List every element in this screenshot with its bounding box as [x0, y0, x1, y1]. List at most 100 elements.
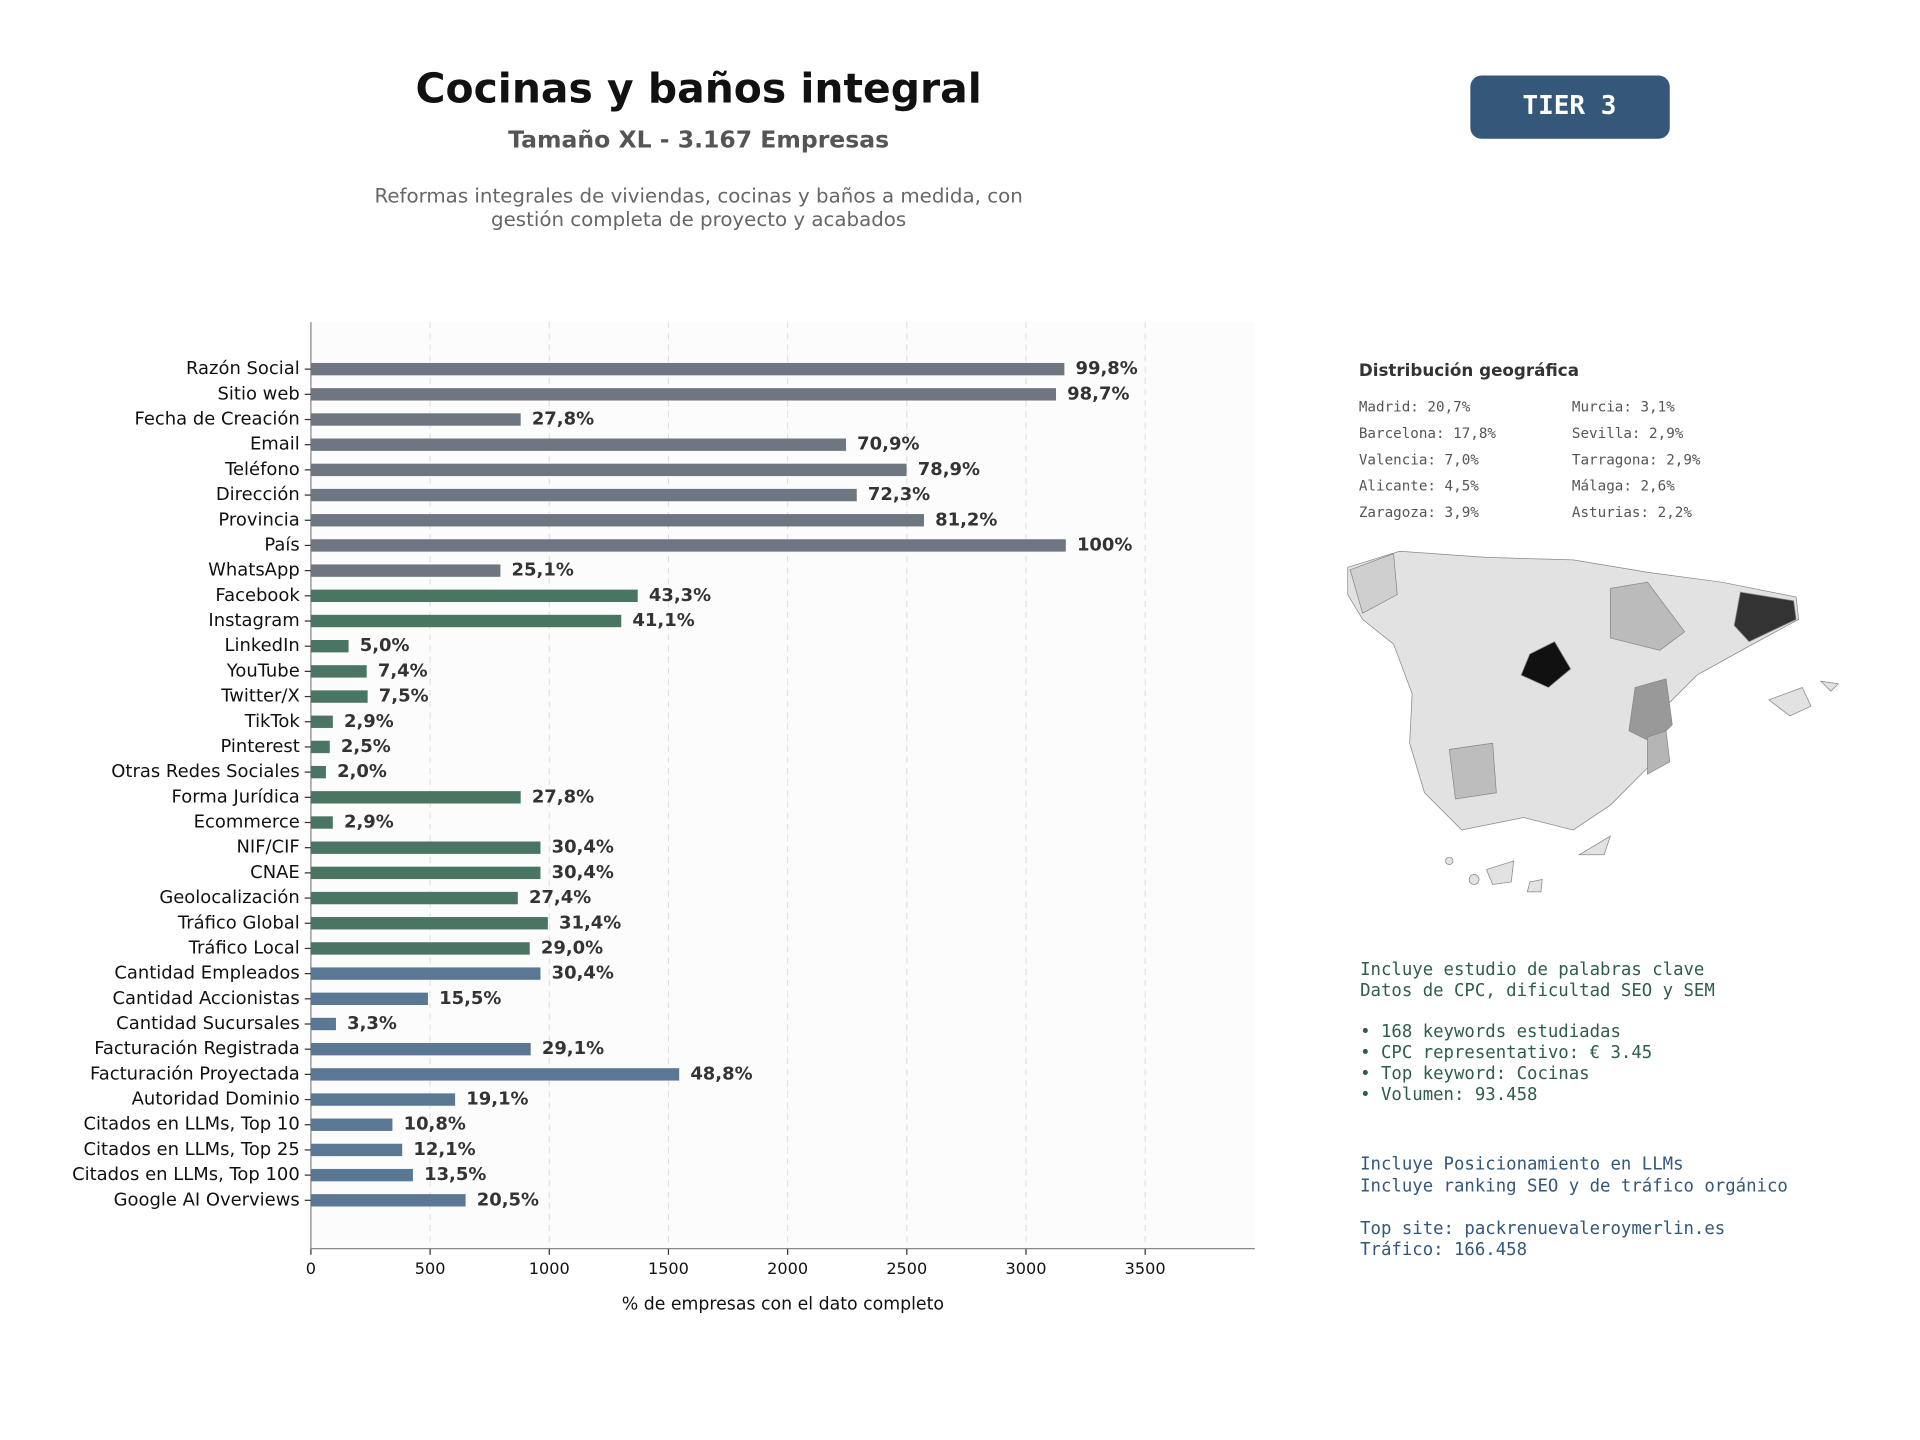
y-tick-label: Email	[250, 434, 300, 455]
value-label: 99,8%	[1076, 358, 1138, 379]
badge-text: TIER 3	[1522, 91, 1616, 121]
value-label: 48,8%	[690, 1063, 752, 1084]
bar	[310, 791, 521, 804]
value-label: 30,4%	[552, 862, 614, 883]
value-label: 2,9%	[344, 812, 394, 833]
badge	[1470, 75, 1670, 139]
llm-line: Incluye Posicionamiento en LLMs	[1360, 1154, 1683, 1174]
bar	[310, 917, 548, 930]
y-tick-label: Instagram	[208, 610, 299, 631]
bar	[310, 564, 501, 577]
y-tick-label: YouTube	[226, 660, 300, 681]
y-tick-label: Citados en LLMs, Top 10	[84, 1114, 300, 1135]
bar	[310, 463, 907, 477]
bar	[310, 841, 541, 854]
bar	[310, 942, 530, 955]
keyword-line: • Volumen: 93.458	[1360, 1085, 1537, 1105]
value-label: 20,5%	[477, 1189, 539, 1210]
y-tick-label: Citados en LLMs, Top 25	[84, 1139, 300, 1160]
y-tick-label: Cantidad Empleados	[114, 963, 299, 984]
y-tick-label: País	[264, 534, 299, 555]
y-tick-label: Otras Redes Sociales	[111, 761, 299, 782]
value-label: 43,3%	[649, 585, 711, 606]
y-tick-label: Fecha de Creación	[134, 409, 299, 430]
bar	[310, 1168, 413, 1182]
y-tick-label: Facturación Registrada	[94, 1038, 300, 1059]
x-tick-label: 1500	[648, 1259, 689, 1278]
geo-item: Barcelona: 17,8%	[1359, 426, 1497, 442]
y-tick-label: Tráfico Global	[177, 912, 300, 933]
y-tick-label: Twitter/X	[220, 686, 300, 707]
bar	[310, 866, 541, 880]
bar	[310, 1042, 531, 1056]
bar	[310, 1017, 336, 1031]
x-tick-label: 0	[306, 1259, 316, 1278]
value-label: 27,8%	[532, 409, 594, 430]
x-tick-label: 3500	[1125, 1259, 1166, 1278]
description: gestión completa de proyecto y acabados	[491, 208, 906, 231]
value-label: 27,4%	[529, 887, 591, 908]
bar	[310, 1143, 403, 1157]
plot-area	[310, 322, 1255, 1249]
y-tick-label: Dirección	[216, 484, 300, 505]
value-label: 25,1%	[512, 560, 574, 581]
geo-item: Murcia: 3,1%	[1572, 400, 1675, 416]
y-tick-label: NIF/CIF	[237, 837, 300, 858]
value-label: 2,9%	[344, 711, 394, 732]
title: Cocinas y baños integral	[416, 65, 982, 113]
value-label: 10,8%	[404, 1114, 466, 1135]
bar	[310, 665, 367, 678]
bar	[310, 816, 333, 829]
value-label: 98,7%	[1067, 383, 1129, 404]
value-label: 31,4%	[559, 912, 621, 933]
y-tick-label: Forma Jurídica	[172, 786, 300, 807]
x-tick-label: 500	[415, 1259, 446, 1278]
geo-item: Valencia: 7,0%	[1359, 452, 1479, 468]
value-label: 72,3%	[868, 484, 930, 505]
bar	[310, 740, 330, 754]
bar	[310, 1118, 393, 1131]
value-label: 70,9%	[857, 434, 919, 455]
geo-item: Alicante: 4,5%	[1359, 479, 1479, 495]
bar	[310, 1194, 466, 1207]
value-label: 29,0%	[541, 937, 603, 958]
geo-item: Málaga: 2,6%	[1572, 479, 1675, 495]
y-tick-label: Facturación Proyectada	[90, 1063, 300, 1084]
bar	[310, 539, 1066, 552]
y-tick-label: Razón Social	[186, 358, 300, 379]
value-label: 2,5%	[341, 736, 391, 757]
y-tick-label: Pinterest	[220, 736, 299, 757]
y-tick-label: Teléfono	[224, 459, 300, 480]
value-label: 15,5%	[439, 988, 501, 1009]
y-tick-label: WhatsApp	[208, 560, 300, 581]
value-label: 3,3%	[347, 1013, 397, 1034]
keyword-line: Incluye estudio de palabras clave	[1360, 960, 1704, 980]
bar	[310, 690, 368, 703]
bar	[310, 388, 1057, 401]
value-label: 7,4%	[378, 660, 428, 681]
bar	[310, 362, 1065, 376]
value-label: 30,4%	[552, 837, 614, 858]
description: Reformas integrales de viviendas, cocina…	[374, 184, 1022, 207]
value-label: 7,5%	[379, 686, 429, 707]
y-tick-label: Geolocalización	[159, 887, 299, 908]
y-tick-label: Cantidad Sucursales	[116, 1013, 300, 1034]
value-label: 29,1%	[542, 1038, 604, 1059]
llm-line: Top site: packrenuevaleroymerlin.es	[1360, 1219, 1725, 1239]
value-label: 5,0%	[360, 635, 410, 656]
y-tick-label: Facebook	[215, 585, 300, 606]
bar	[310, 715, 333, 728]
geo-item: Sevilla: 2,9%	[1572, 426, 1684, 442]
map	[1347, 550, 1840, 893]
llm-line: Incluye ranking SEO y de tráfico orgánic…	[1360, 1177, 1788, 1197]
bar	[310, 413, 521, 426]
keyword-line: • 168 keywords estudiadas	[1360, 1022, 1621, 1042]
geo-title: Distribución geográfica	[1359, 360, 1579, 380]
bar	[310, 967, 541, 980]
bar	[310, 891, 518, 905]
y-tick-label: Cantidad Accionistas	[113, 988, 300, 1009]
value-label: 27,8%	[532, 786, 594, 807]
bar	[310, 589, 638, 603]
